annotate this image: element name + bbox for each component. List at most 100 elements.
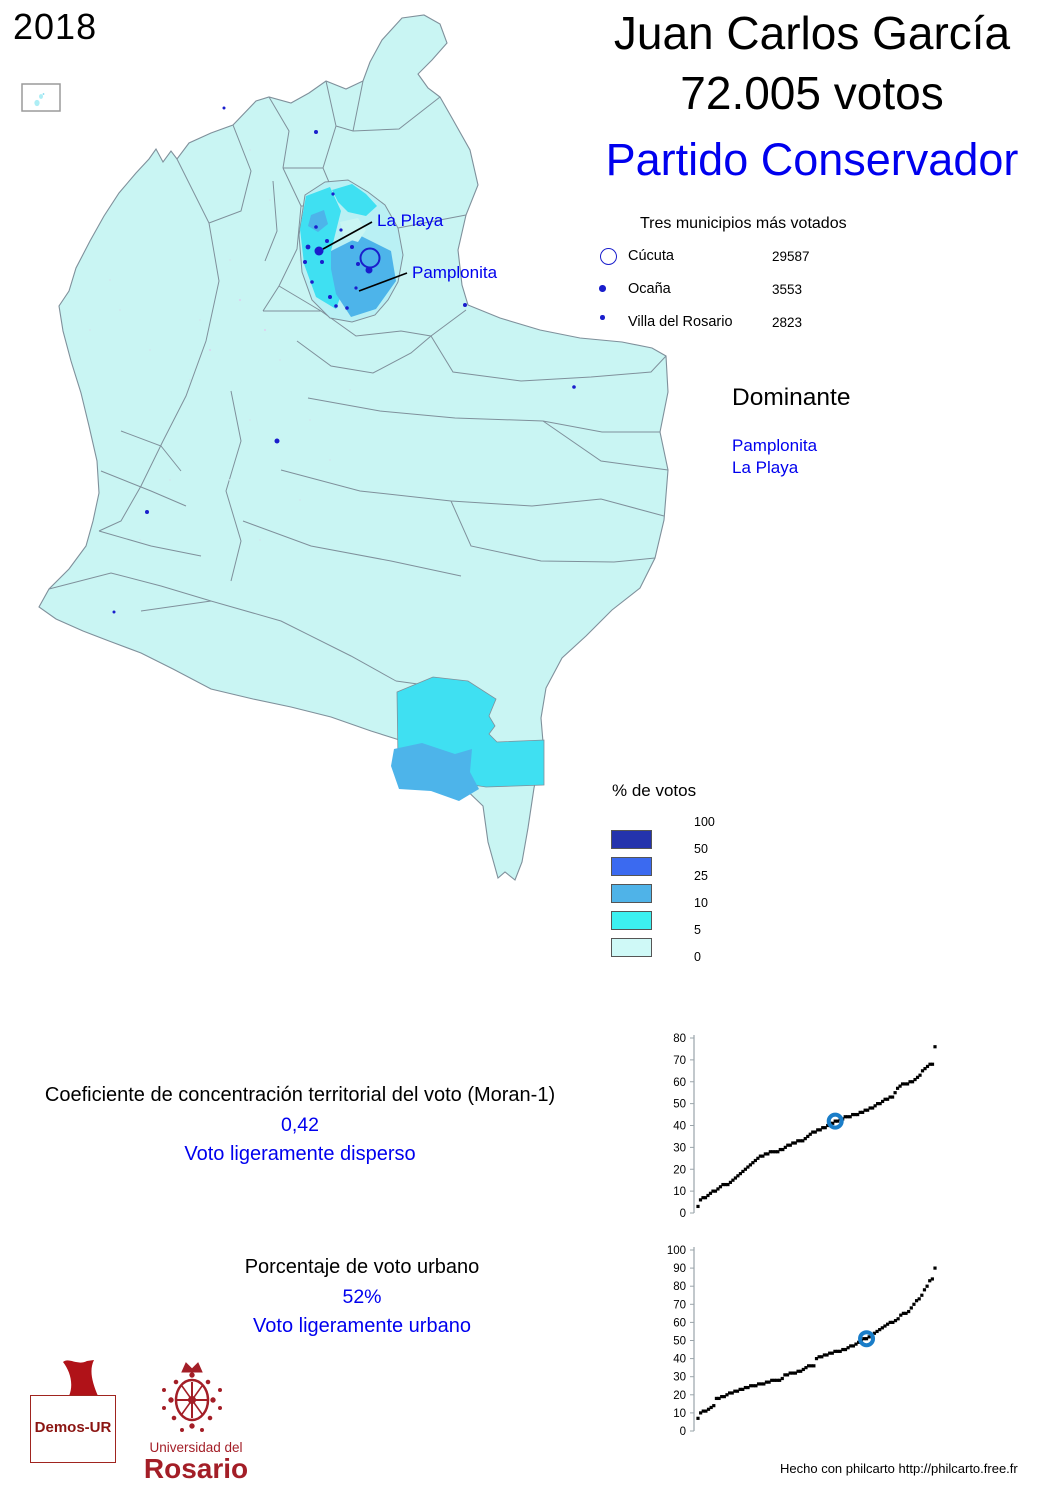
data-point bbox=[820, 1355, 824, 1359]
data-point bbox=[905, 1082, 910, 1086]
data-point bbox=[738, 1172, 743, 1176]
map-label-la-playa: La Playa bbox=[377, 211, 444, 230]
top-muni-name: Villa del Rosario bbox=[628, 314, 733, 330]
data-point bbox=[714, 1396, 719, 1401]
data-point bbox=[720, 1395, 724, 1399]
data-point bbox=[843, 1115, 847, 1119]
data-point bbox=[756, 1156, 760, 1160]
data-point bbox=[825, 1353, 829, 1357]
data-point bbox=[922, 1288, 927, 1292]
data-point bbox=[754, 1384, 758, 1388]
title-block: Juan Carlos García 72.005 votos Partido … bbox=[562, 6, 1056, 186]
legend-swatch-25-10 bbox=[611, 884, 652, 903]
data-point bbox=[751, 1384, 755, 1388]
data-point bbox=[849, 1344, 853, 1348]
data-point bbox=[759, 1382, 763, 1386]
data-point bbox=[828, 1351, 832, 1355]
urban-block: Porcentaje de voto urbano 52% Voto liger… bbox=[112, 1256, 612, 1338]
data-point bbox=[717, 1396, 721, 1401]
map-speckles bbox=[89, 149, 351, 541]
moran-title: Coeficiente de concentración territorial… bbox=[44, 1084, 556, 1106]
rosario-crest-icon bbox=[162, 1362, 222, 1432]
data-point bbox=[900, 1082, 905, 1086]
data-point bbox=[770, 1378, 774, 1382]
data-point bbox=[833, 1349, 837, 1353]
data-point bbox=[758, 1154, 762, 1158]
y-tick-label: 0 bbox=[680, 1426, 686, 1438]
data-point bbox=[914, 1299, 919, 1303]
votes-total: 72.005 votos bbox=[680, 67, 944, 119]
data-point bbox=[749, 1384, 753, 1388]
data-point bbox=[857, 1340, 861, 1344]
rosario-logo-text-line2: Rosario bbox=[143, 1453, 249, 1484]
data-point bbox=[895, 1086, 900, 1090]
data-point bbox=[764, 1380, 769, 1384]
data-point bbox=[826, 1123, 830, 1128]
data-point bbox=[928, 1062, 932, 1066]
y-tick-label: 40 bbox=[673, 1354, 686, 1366]
y-tick-label: 50 bbox=[673, 1336, 686, 1348]
data-point bbox=[768, 1150, 772, 1154]
cucuta-legend-circle-icon bbox=[600, 248, 617, 265]
data-point bbox=[881, 1099, 885, 1104]
data-point bbox=[883, 1324, 887, 1328]
moran-value: 0,42 bbox=[281, 1114, 319, 1136]
data-point bbox=[711, 1189, 715, 1193]
ocana-legend-dot-icon bbox=[599, 285, 606, 292]
data-point bbox=[778, 1378, 782, 1382]
legend-tick-label: 0 bbox=[694, 950, 701, 964]
data-point bbox=[786, 1143, 790, 1147]
data-point bbox=[876, 1102, 880, 1106]
data-point bbox=[875, 1329, 879, 1334]
data-point bbox=[864, 1337, 869, 1341]
data-point bbox=[915, 1075, 920, 1079]
moran-block: Coeficiente de concentración territorial… bbox=[0, 1084, 600, 1166]
data-point bbox=[698, 1198, 703, 1202]
dominante-item: La Playa bbox=[732, 458, 799, 477]
data-point bbox=[912, 1302, 916, 1306]
data-point bbox=[843, 1347, 848, 1352]
data-point bbox=[918, 1073, 922, 1077]
cucuta-circle-marker bbox=[359, 247, 381, 269]
data-point bbox=[701, 1196, 705, 1200]
map-region-south-sky bbox=[391, 743, 479, 801]
data-point bbox=[856, 1112, 860, 1117]
data-point bbox=[933, 1045, 937, 1049]
demos-ur-logo-box bbox=[30, 1395, 116, 1463]
data-point bbox=[813, 1130, 817, 1134]
data-point bbox=[816, 1128, 820, 1132]
data-point bbox=[718, 1185, 723, 1189]
data-point bbox=[863, 1108, 867, 1112]
data-point bbox=[751, 1161, 755, 1165]
data-point bbox=[933, 1266, 937, 1270]
data-point bbox=[817, 1355, 821, 1359]
data-point bbox=[806, 1134, 810, 1139]
data-point bbox=[771, 1150, 775, 1154]
inset-map-box bbox=[21, 83, 61, 112]
data-point bbox=[851, 1344, 855, 1348]
y-tick-label: 30 bbox=[673, 1142, 686, 1154]
data-point bbox=[699, 1411, 703, 1415]
data-point bbox=[793, 1141, 797, 1145]
candidate-name: Juan Carlos García bbox=[613, 7, 1011, 59]
data-point bbox=[798, 1139, 802, 1143]
data-point bbox=[721, 1182, 725, 1187]
dominante-title: Dominante bbox=[732, 384, 851, 411]
data-point bbox=[743, 1167, 747, 1171]
data-point bbox=[728, 1391, 732, 1395]
credit-footer: Hecho con philcarto http://philcarto.fre… bbox=[780, 1461, 1018, 1476]
party-name: Partido Conservador bbox=[605, 134, 1019, 185]
data-point bbox=[891, 1320, 895, 1324]
y-tick-label: 90 bbox=[673, 1263, 686, 1275]
data-point bbox=[776, 1150, 780, 1154]
y-tick-label: 20 bbox=[673, 1390, 686, 1402]
data-point bbox=[880, 1326, 884, 1330]
data-point bbox=[910, 1080, 915, 1084]
urban-title: Porcentaje de voto urbano bbox=[244, 1256, 480, 1278]
map-region-norte-santander bbox=[298, 179, 404, 323]
data-point bbox=[868, 1106, 872, 1110]
legend-swatch-50-25 bbox=[611, 857, 652, 876]
data-point bbox=[886, 1322, 890, 1326]
data-point bbox=[831, 1121, 835, 1125]
data-point bbox=[736, 1174, 740, 1178]
